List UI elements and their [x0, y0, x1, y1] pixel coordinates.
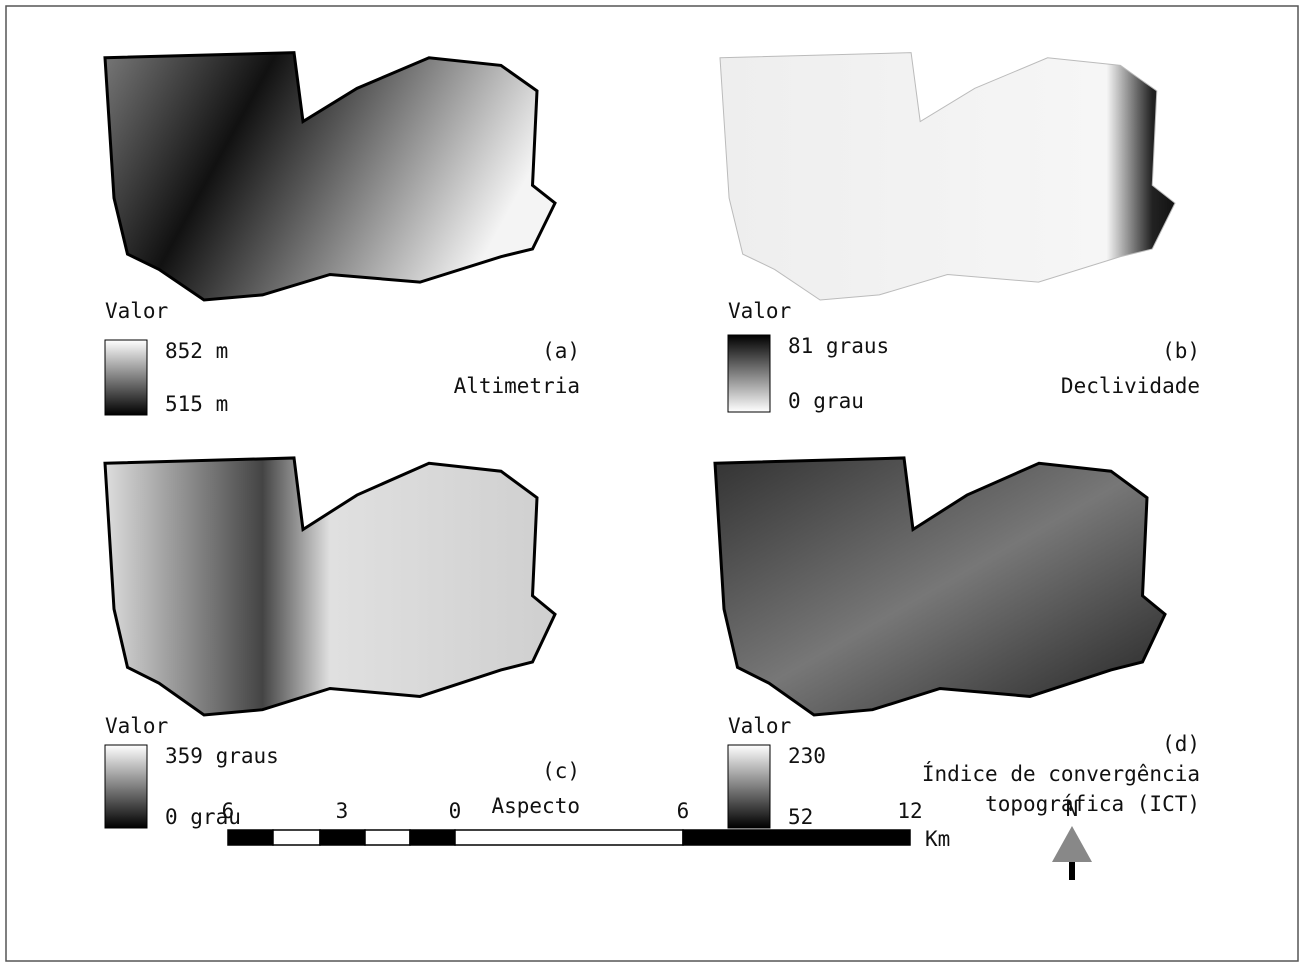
- scale-segment: [683, 830, 910, 845]
- panel-label: (d): [1162, 732, 1200, 756]
- panel-title: Declividade: [1061, 374, 1200, 398]
- panel-title: Altimetria: [454, 374, 580, 398]
- legend-title: Valor: [728, 714, 791, 738]
- panel-title: Aspecto: [491, 794, 580, 818]
- panel-label: (a): [542, 339, 580, 363]
- legend-min: 52: [788, 805, 813, 829]
- panel-label: (c): [542, 759, 580, 783]
- scale-tick-label: 0: [449, 799, 462, 823]
- scale-segment: [320, 830, 365, 845]
- scale-unit: Km: [925, 827, 950, 851]
- scale-segment: [455, 830, 683, 845]
- figure: Valor 852 m 515 m (a) Altimetria Valor 81 grau…: [0, 0, 1305, 967]
- scale-tick-label: 3: [336, 799, 349, 823]
- panel-title: Índice de convergência: [922, 761, 1200, 786]
- legend-max: 852 m: [165, 339, 228, 363]
- legend-ramp: [105, 340, 147, 415]
- legend-max: 81 graus: [788, 334, 889, 358]
- scale-segment: [410, 830, 455, 845]
- north-arrow: [1052, 826, 1092, 862]
- scale-segment: [365, 830, 410, 845]
- north-label: N: [1066, 797, 1079, 821]
- raster-map: [720, 53, 1175, 300]
- panel-title: topográfica (ICT): [985, 792, 1200, 816]
- legend-ramp: [728, 745, 770, 828]
- raster-map: [105, 458, 555, 715]
- legend-ramp: [728, 335, 770, 412]
- scale-tick-label: 12: [897, 799, 922, 823]
- legend-title: Valor: [728, 299, 791, 323]
- raster-map: [105, 53, 555, 300]
- legend-max: 230: [788, 744, 826, 768]
- panel-label: (b): [1162, 339, 1200, 363]
- north-stem: [1069, 862, 1075, 880]
- legend-title: Valor: [105, 299, 168, 323]
- legend-ramp: [105, 745, 147, 828]
- legend-max: 359 graus: [165, 744, 279, 768]
- legend-title: Valor: [105, 714, 168, 738]
- scale-segment: [228, 830, 273, 845]
- scale-tick-label: 6: [222, 799, 235, 823]
- scale-tick-label: 6: [677, 799, 690, 823]
- raster-map: [715, 458, 1165, 715]
- content: Valor 852 m 515 m (a) Altimetria Valor 81 grau…: [105, 53, 1200, 880]
- legend-min: 0 grau: [788, 389, 864, 413]
- legend-min: 515 m: [165, 392, 228, 416]
- scale-segment: [273, 830, 320, 845]
